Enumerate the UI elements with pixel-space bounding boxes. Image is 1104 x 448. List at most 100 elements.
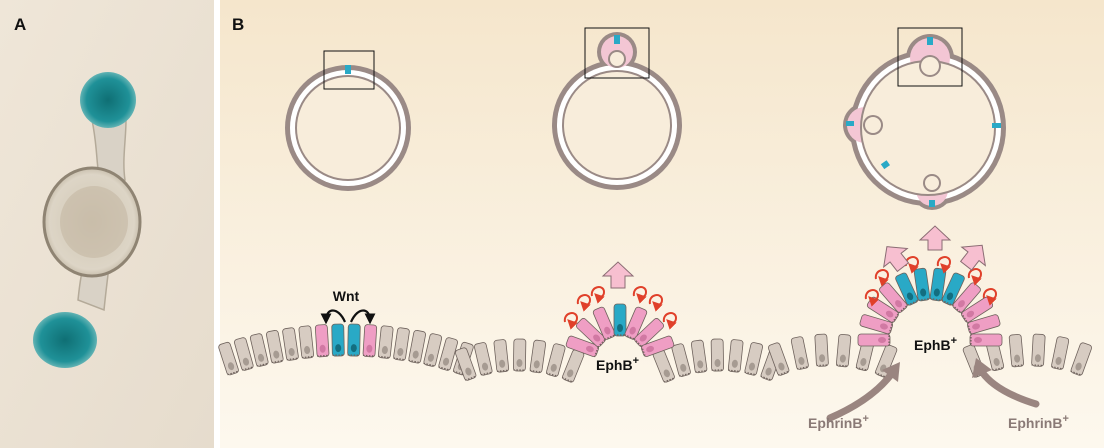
epithelial-cell (768, 342, 790, 376)
epithelial-cell (592, 306, 616, 340)
ring-2-zoom-box (584, 27, 650, 79)
epithelial-cell (913, 267, 931, 302)
epithelial-cell (331, 323, 345, 357)
ephb-repulsion-arrow (874, 269, 890, 287)
organoid-upper-stalk (91, 119, 127, 181)
epithelial-cell (565, 335, 600, 358)
epithelial-cell (545, 343, 566, 377)
stage-3-ephb-label: EphB+ (914, 335, 957, 353)
epithelial-cell (969, 333, 1003, 347)
epithelial-cell (941, 272, 965, 306)
epithelial-cell (744, 342, 763, 376)
wnt-arrow-right (349, 309, 376, 325)
stage-3-epithelium: EphB+ EphrinB+ EphrinB+ (768, 225, 1092, 431)
organoid-cyst-lumen (60, 186, 128, 258)
epithelial-cell (493, 339, 510, 373)
panel-a-label: A (14, 15, 26, 34)
epithelial-cell (652, 349, 676, 383)
ephb-superscript: + (633, 355, 639, 367)
stage-3-growth-arrow-center (918, 225, 952, 251)
ring-3-stem-cell-marker-lower-left (880, 160, 890, 170)
epithelial-cell (814, 333, 829, 367)
epithelial-cell (690, 339, 708, 374)
epithelial-cell (967, 314, 1001, 335)
wnt-arrow-left (320, 309, 347, 325)
epithelial-cell (314, 324, 330, 358)
ring-3-bud-left-lumen-inner (865, 117, 881, 133)
ephb-repulsion-arrow (967, 268, 983, 286)
ring-2-inner (564, 72, 670, 178)
epithelial-cell (529, 339, 547, 374)
epithelial-cell (1031, 333, 1046, 367)
ephb-repulsion-arrow (904, 256, 920, 274)
organoid-micrograph (33, 72, 142, 368)
epithelial-cell (512, 338, 527, 372)
epithelial-cell (1051, 336, 1070, 370)
epithelial-cell (874, 344, 898, 378)
epithelial-cell (1070, 342, 1092, 376)
ring-3-stem-cell-marker-bottom (929, 200, 935, 207)
ephrinb-arrow-left (826, 368, 897, 422)
epithelial-cell (895, 272, 919, 306)
stage-2-growth-arrow (601, 261, 635, 289)
epithelial-cell (266, 329, 284, 364)
epithelial-cell (408, 329, 426, 364)
ring-3-inner (862, 62, 994, 194)
stage-2-cell-row (455, 303, 782, 383)
epithelial-cell (859, 314, 893, 335)
epithelial-cell (951, 282, 981, 314)
panel-b: B (218, 0, 1104, 448)
epithelial-cell (671, 343, 692, 377)
epithelial-cell (455, 347, 477, 381)
epithelial-cell (423, 333, 443, 367)
epithelial-cell (790, 336, 809, 370)
epithelial-cell (857, 333, 891, 347)
epithelial-cell (727, 339, 744, 373)
ring-3-stem-cell-marker-top (927, 37, 933, 45)
epithelial-cell (624, 306, 648, 340)
epithelial-cell (1008, 333, 1024, 368)
panel-a: A (0, 0, 214, 448)
ephrinb-text: EphrinB (1008, 415, 1062, 431)
stage-3-ephb-repulsion-arrows (864, 256, 998, 307)
ephb-repulsion-arrow (576, 294, 592, 312)
ring-3-zoom-box (897, 27, 963, 87)
ephb-repulsion-arrow (590, 286, 606, 304)
epithelial-cell (298, 325, 315, 359)
ephrinb-label-left: EphrinB+ (808, 413, 869, 431)
ephb-superscript: + (951, 335, 957, 347)
epithelial-cell (282, 327, 299, 361)
epithelial-cell (474, 342, 493, 376)
ephb-repulsion-arrow (864, 289, 880, 307)
epithelial-cell (575, 318, 607, 348)
organoid-lower-stained-bud (33, 312, 97, 368)
ephb-repulsion-arrow (648, 294, 664, 312)
ephb-repulsion-arrow (662, 312, 678, 330)
ephrinb-superscript: + (1062, 413, 1068, 425)
epithelial-cell (613, 303, 627, 337)
epithelial-cell (234, 337, 254, 371)
organoid-upper-stained-bud (80, 72, 136, 128)
epithelial-cell (710, 338, 725, 372)
stage-2-organoid-ring (552, 27, 682, 190)
epithelial-cell (347, 323, 361, 357)
epithelial-cell (393, 327, 410, 361)
ephb-repulsion-arrow (982, 288, 998, 306)
ephrinb-arrow-right (978, 368, 1040, 408)
epithelial-cell (377, 325, 394, 359)
epithelial-cell (362, 324, 378, 358)
stage-3-growth-arrow-right (959, 244, 987, 271)
ephrinb-arrowhead-right (972, 358, 992, 378)
wnt-label: Wnt (333, 288, 360, 304)
ring-2-stem-cell-marker (614, 35, 620, 44)
epithelial-cell (438, 337, 458, 371)
ring-3-bud-bottom-lumen-inner (925, 176, 939, 190)
ephrinb-arrowhead-left (882, 362, 900, 382)
ring-2-crypt-lumen-inner (610, 52, 624, 66)
ring-3-stem-cell-marker-right (992, 123, 1001, 128)
ring-3-bud-top-lumen-inner (921, 57, 939, 75)
ring-3-stem-cell-marker-left (846, 121, 854, 126)
stage-2-ephb-label: EphB+ (596, 355, 639, 373)
stage-2-epithelium: EphB+ (455, 261, 782, 383)
